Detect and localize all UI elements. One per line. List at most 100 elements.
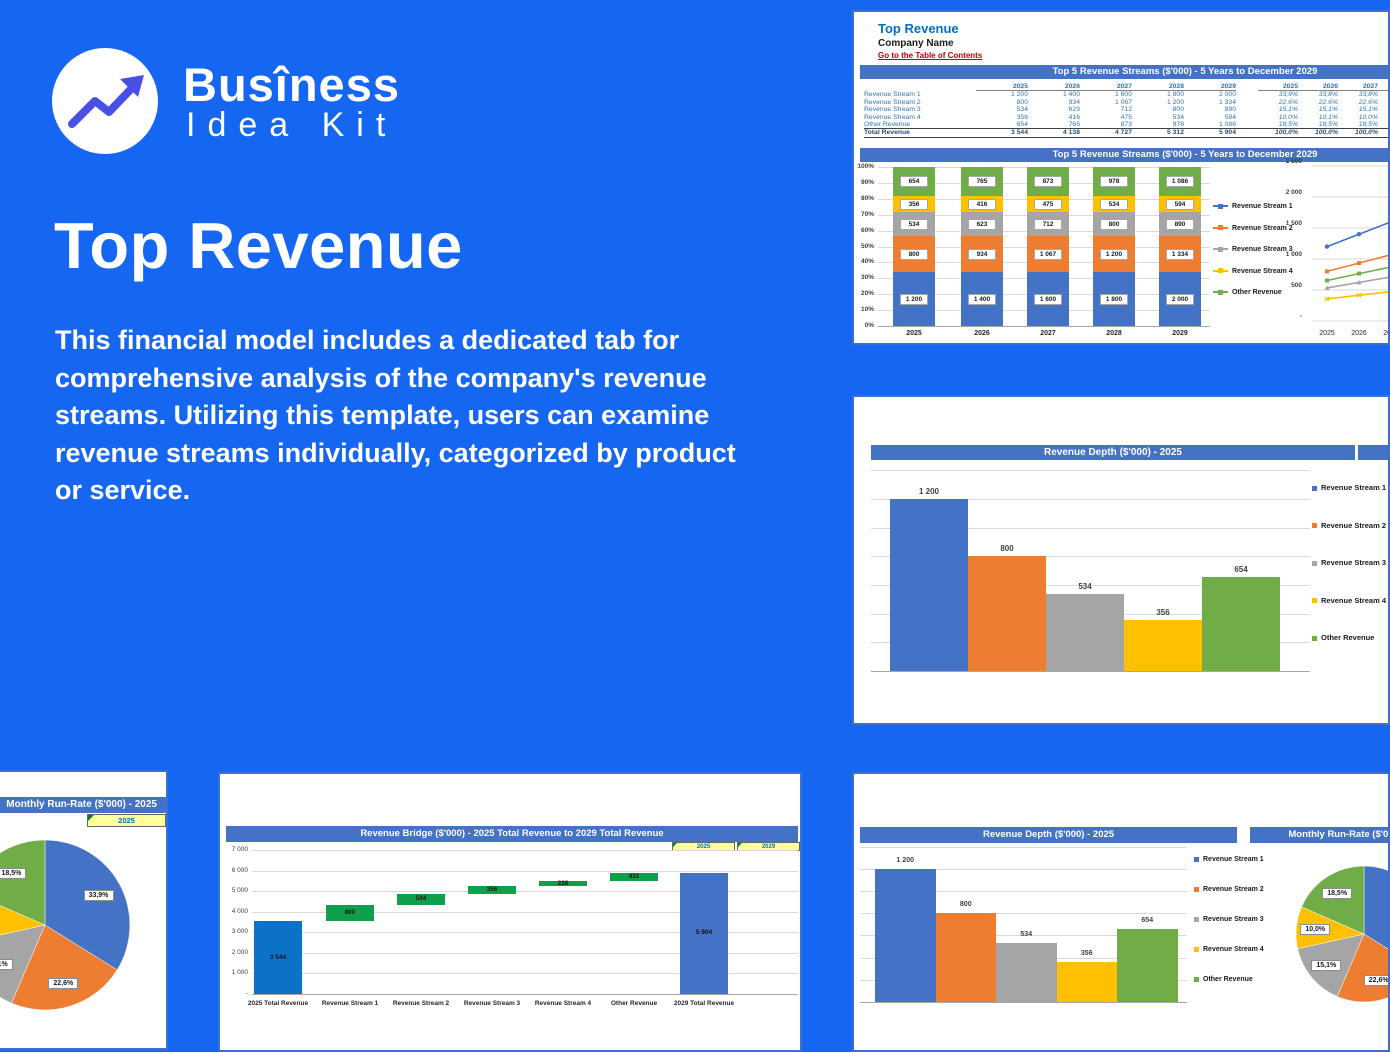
bar-2 — [968, 556, 1046, 671]
x-axis-label: Revenue Stream 3 — [463, 1000, 521, 1007]
value-cell: 2 000 — [1218, 91, 1236, 99]
year-selector-cell[interactable]: 2025 — [87, 814, 166, 827]
total-pct-cell: 100,0% — [1338, 128, 1378, 138]
x-axis-label: Revenue Stream 4 — [534, 1000, 592, 1007]
pct-cell: 18,5% — [1358, 121, 1378, 129]
value-cell: 800 — [1172, 106, 1184, 114]
panel-monthly-run-rate-pie: Monthly Run-Rate ($'000) - 2025 2025 33,… — [0, 770, 168, 1050]
data-label: 1 200 — [900, 293, 928, 305]
data-label: 712 — [1034, 218, 1062, 230]
total-cell: 4 138 — [1028, 128, 1080, 138]
grid-line — [252, 850, 798, 851]
pct-cell: 10,0% — [1358, 113, 1378, 121]
waterfall-chart: 7 000 6 000 5 000 4 000 3 000 2 000 1 000 - 3 54… — [220, 774, 800, 1050]
sheet-title: Top Revenue — [878, 21, 959, 36]
y-axis-label: 100% — [857, 163, 874, 170]
pct-cell: 18,5% — [1278, 121, 1298, 129]
bar-3 — [996, 942, 1057, 1002]
data-label: 654 — [900, 176, 928, 188]
pie-slice-label: 10,0% — [1300, 923, 1331, 935]
legend-line-marker-icon — [1213, 203, 1228, 209]
legend-entry: Other Revenue — [1312, 633, 1374, 642]
legend-square-icon — [1312, 598, 1317, 604]
grid-line — [871, 470, 1310, 472]
bar-1 — [890, 498, 968, 671]
pct-cell: 15,1% — [1318, 106, 1338, 114]
pct-cell: 10,1% — [1318, 113, 1338, 121]
revenue-table: 202520262027202820292025202620272028Reve… — [864, 83, 1388, 138]
bar-1 — [875, 868, 936, 1002]
legend-square-icon — [1312, 635, 1317, 641]
depth-bar-chart-small: 1 200 800 534 356 654 Revenue Stream 1 Revenue… — [854, 774, 1388, 1050]
y-axis-label: 30% — [860, 274, 874, 282]
pie-slice-label: 15,1% — [0, 958, 13, 970]
pct-cell: 22,6% — [1358, 98, 1378, 106]
data-label: 3 544 — [269, 953, 287, 961]
grid-line — [871, 556, 1310, 558]
pct-cell: 10,0% — [1278, 113, 1298, 121]
year-header: 2028 — [1132, 83, 1184, 92]
grid-line — [871, 584, 1310, 586]
y-axis-label: 1 000 — [1285, 251, 1302, 258]
y-axis-label: 7 000 — [231, 846, 248, 853]
panel-revenue-bridge: Revenue Bridge ($'000) - 2025 Total Reve… — [218, 772, 802, 1052]
data-label: 534 — [1078, 582, 1092, 592]
year-header: 2027 — [1080, 83, 1132, 92]
x-axis-label: 2027 — [1383, 330, 1388, 337]
legend-entry: Other Revenue — [1194, 976, 1253, 983]
legend-square-icon — [1194, 856, 1199, 862]
total-cell: 3 544 — [976, 128, 1028, 138]
waterfall-bar — [326, 904, 374, 922]
legend-line-marker-icon — [1213, 225, 1228, 231]
y-axis-label: 90% — [860, 178, 874, 186]
data-label: 873 — [1034, 176, 1062, 188]
row-label: Revenue Stream 2 — [864, 98, 921, 106]
value-cell: 890 — [1224, 106, 1236, 114]
table-header-bar: Top 5 Revenue Streams ($'000) - 5 Years … — [860, 65, 1388, 79]
legend-entry: Revenue Stream 2 — [1312, 521, 1386, 530]
bar-5 — [1202, 577, 1280, 671]
grid-line — [252, 911, 798, 913]
value-cell: 475 — [1120, 113, 1132, 121]
data-label: 978 — [1100, 176, 1128, 188]
value-cell: 1 086 — [1218, 121, 1236, 129]
waterfall-bar — [680, 872, 728, 994]
run-rate-pie-chart-small: 33,9%22,6%15,1%10,0%18,5% — [854, 774, 1388, 1050]
data-label: 356 — [900, 198, 928, 210]
data-label: 1 800 — [1100, 293, 1128, 305]
pie-slice-label: 22,6% — [1363, 975, 1388, 987]
value-cell: 654 — [1016, 121, 1028, 129]
data-label: 800 — [1100, 218, 1128, 230]
pct-cell: 22,6% — [1278, 98, 1298, 106]
data-label: 356 — [1080, 950, 1093, 958]
bar-5 — [1117, 929, 1178, 1002]
total-pct-cell: 100,0% — [1258, 128, 1298, 138]
grid-line — [871, 498, 1310, 500]
value-cell: 978 — [1172, 121, 1184, 129]
pct-cell: 15,1% — [1358, 106, 1378, 114]
y-axis-label: 2 000 — [1285, 189, 1302, 196]
value-cell: 1 200 — [1166, 98, 1184, 106]
y-axis-label: 40% — [860, 258, 874, 266]
data-label: 934 — [968, 248, 996, 260]
value-cell: 1 200 — [1010, 91, 1028, 99]
grid-line — [860, 891, 1187, 892]
brand-name-line1: Busîness — [183, 58, 400, 111]
table-of-contents-link[interactable]: Go to the Table of Contents — [878, 51, 983, 60]
value-cell: 416 — [1068, 113, 1080, 121]
y-axis-label: 70% — [860, 210, 874, 218]
waterfall-bar — [397, 893, 445, 905]
legend-entry: Revenue Stream 4 — [1312, 596, 1386, 605]
y-axis-label: 60% — [860, 226, 874, 234]
data-label: 594 — [1166, 198, 1194, 210]
cell-marker-icon — [88, 815, 94, 821]
legend-entry: Revenue Stream 4 — [1194, 946, 1264, 953]
y-axis-label: 500 — [1291, 282, 1302, 289]
value-cell: 623 — [1068, 106, 1080, 114]
y-axis-label: 5 000 — [231, 887, 248, 895]
cell-marker-icon — [673, 843, 677, 847]
data-label: 534 — [415, 895, 427, 903]
year-header: 2025 — [1258, 83, 1298, 92]
value-cell: 534 — [1016, 106, 1028, 114]
